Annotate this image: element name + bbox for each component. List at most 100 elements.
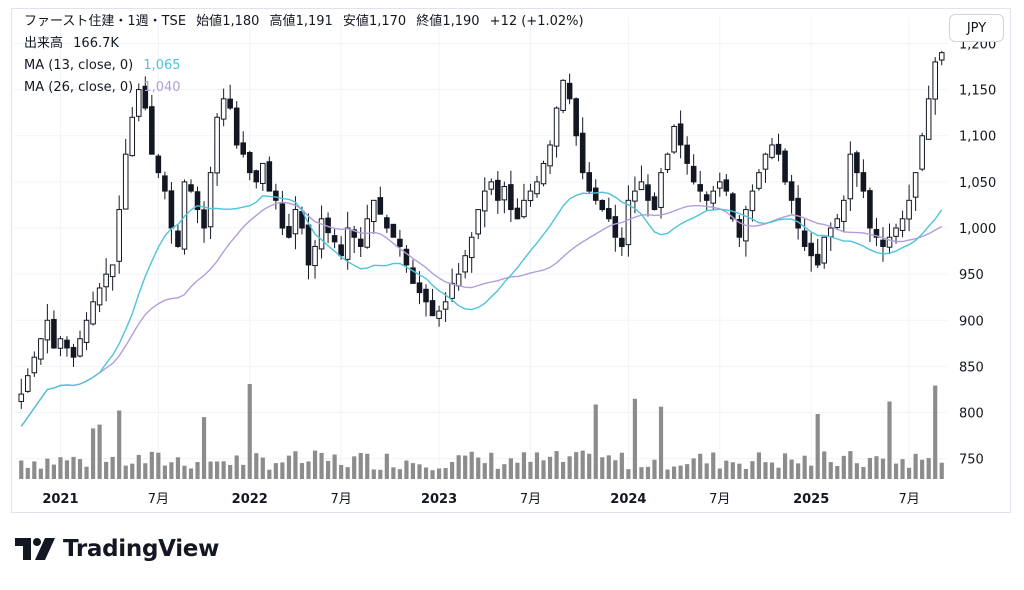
candle-body bbox=[677, 123, 684, 146]
candle-body bbox=[416, 282, 423, 294]
volume-bar bbox=[25, 467, 30, 479]
volume-bar bbox=[593, 404, 598, 479]
candle-body bbox=[703, 194, 710, 201]
volume-bar bbox=[423, 467, 429, 479]
volume-bar bbox=[110, 456, 115, 479]
volume-bar bbox=[260, 457, 265, 479]
y-tick-label: 1,000 bbox=[959, 222, 996, 237]
legend-volume-label: 出来高 bbox=[24, 36, 64, 51]
volume-bar bbox=[469, 451, 474, 479]
volume-bar bbox=[51, 464, 56, 479]
candle-body bbox=[318, 218, 325, 250]
candle-body bbox=[103, 273, 109, 288]
candle-body bbox=[834, 218, 841, 228]
price-chart[interactable]: 7508008509009501,0001,0501,1001,1501,200… bbox=[12, 9, 1010, 512]
candle-body bbox=[925, 98, 932, 140]
candle-body bbox=[429, 300, 436, 317]
candle-body bbox=[658, 172, 664, 208]
volume-bar bbox=[71, 456, 76, 479]
candle-body bbox=[214, 116, 220, 174]
candle-body bbox=[651, 196, 658, 211]
volume-bar bbox=[874, 456, 879, 479]
volume-bar bbox=[378, 469, 383, 479]
volume-bar bbox=[495, 468, 500, 479]
candle-body bbox=[57, 338, 64, 349]
candle-body bbox=[351, 229, 357, 238]
legend-change: +12 (+1.02%) bbox=[489, 14, 584, 29]
x-tick-label: 7月 bbox=[331, 492, 352, 507]
candle-body bbox=[142, 85, 149, 109]
candle-body bbox=[795, 197, 801, 229]
y-tick-label: 800 bbox=[959, 407, 984, 422]
volume-bar bbox=[169, 462, 174, 479]
volume-bar bbox=[332, 454, 337, 479]
volume-bar bbox=[893, 463, 899, 479]
volume-bar bbox=[247, 384, 252, 479]
volume-bar bbox=[828, 462, 833, 479]
candle-body bbox=[305, 224, 312, 266]
volume-bar bbox=[450, 461, 455, 479]
legend-open-label: 始値 bbox=[196, 14, 223, 29]
candle-body bbox=[932, 61, 938, 100]
candle-body bbox=[736, 219, 743, 238]
candle-body bbox=[390, 223, 397, 238]
chart-frame[interactable]: 750 800 850 900 950 1,000 1,050 1,100 1,150 1,200… bbox=[11, 8, 1011, 513]
tradingview-brand[interactable]: TradingView bbox=[15, 536, 219, 562]
candle-body bbox=[397, 238, 403, 247]
volume-bar bbox=[195, 462, 200, 479]
candle-body bbox=[775, 143, 782, 155]
candle-body bbox=[547, 144, 553, 167]
candle-body bbox=[410, 267, 416, 284]
volume-bar bbox=[561, 461, 566, 479]
x-tick-label: 7月 bbox=[898, 492, 919, 507]
x-tick-label: 7月 bbox=[709, 492, 730, 507]
candle-body bbox=[279, 203, 286, 229]
volume-bar bbox=[809, 465, 814, 479]
legend-volume-value: 166.7K bbox=[73, 36, 119, 51]
candle-body bbox=[442, 301, 449, 310]
candle-body bbox=[286, 226, 292, 238]
volume-bar bbox=[404, 460, 409, 479]
volume-bar bbox=[175, 457, 181, 479]
volume-bar bbox=[900, 459, 905, 479]
candle-body bbox=[246, 152, 253, 174]
volume-bar bbox=[476, 457, 481, 479]
volume-bar bbox=[117, 410, 122, 479]
volume-bar bbox=[123, 465, 128, 479]
candle-body bbox=[808, 242, 814, 257]
volume-bar bbox=[162, 465, 167, 479]
candle-body bbox=[83, 319, 90, 343]
volume-bar bbox=[241, 464, 246, 479]
volume-bar bbox=[143, 463, 148, 479]
currency-button[interactable]: JPY bbox=[949, 14, 1004, 42]
candle-body bbox=[716, 181, 723, 189]
x-tick-label: 2021 bbox=[42, 492, 78, 507]
volume-bar bbox=[391, 467, 396, 479]
volume-bar bbox=[691, 458, 696, 479]
volume-bar bbox=[293, 451, 298, 479]
volume-bar bbox=[286, 455, 292, 479]
candle-body bbox=[129, 116, 136, 157]
volume-bar bbox=[867, 457, 873, 479]
candle-body bbox=[664, 153, 671, 171]
candle-body bbox=[155, 155, 162, 174]
candle-body bbox=[312, 245, 318, 267]
candle-body bbox=[38, 338, 44, 360]
y-tick-label: 1,150 bbox=[959, 84, 996, 99]
candle-body bbox=[579, 132, 586, 174]
candle-body bbox=[723, 179, 730, 192]
volume-bar bbox=[64, 460, 70, 479]
volume-bar bbox=[861, 467, 866, 479]
legend-ma13[interactable]: MA (13, close, 0) 1,065 bbox=[24, 57, 187, 75]
candle-body bbox=[906, 199, 912, 220]
candle-body bbox=[377, 197, 384, 215]
volume-bar bbox=[534, 452, 540, 479]
candle-body bbox=[560, 79, 566, 111]
volume-bar bbox=[606, 455, 611, 479]
legend-ma26[interactable]: MA (26, close, 0) 1,040 bbox=[24, 79, 187, 97]
candle-body bbox=[475, 209, 482, 235]
volume-bar bbox=[913, 453, 918, 479]
volume-bar bbox=[32, 461, 37, 479]
volume-bar bbox=[508, 458, 513, 479]
candle-body bbox=[769, 144, 775, 158]
